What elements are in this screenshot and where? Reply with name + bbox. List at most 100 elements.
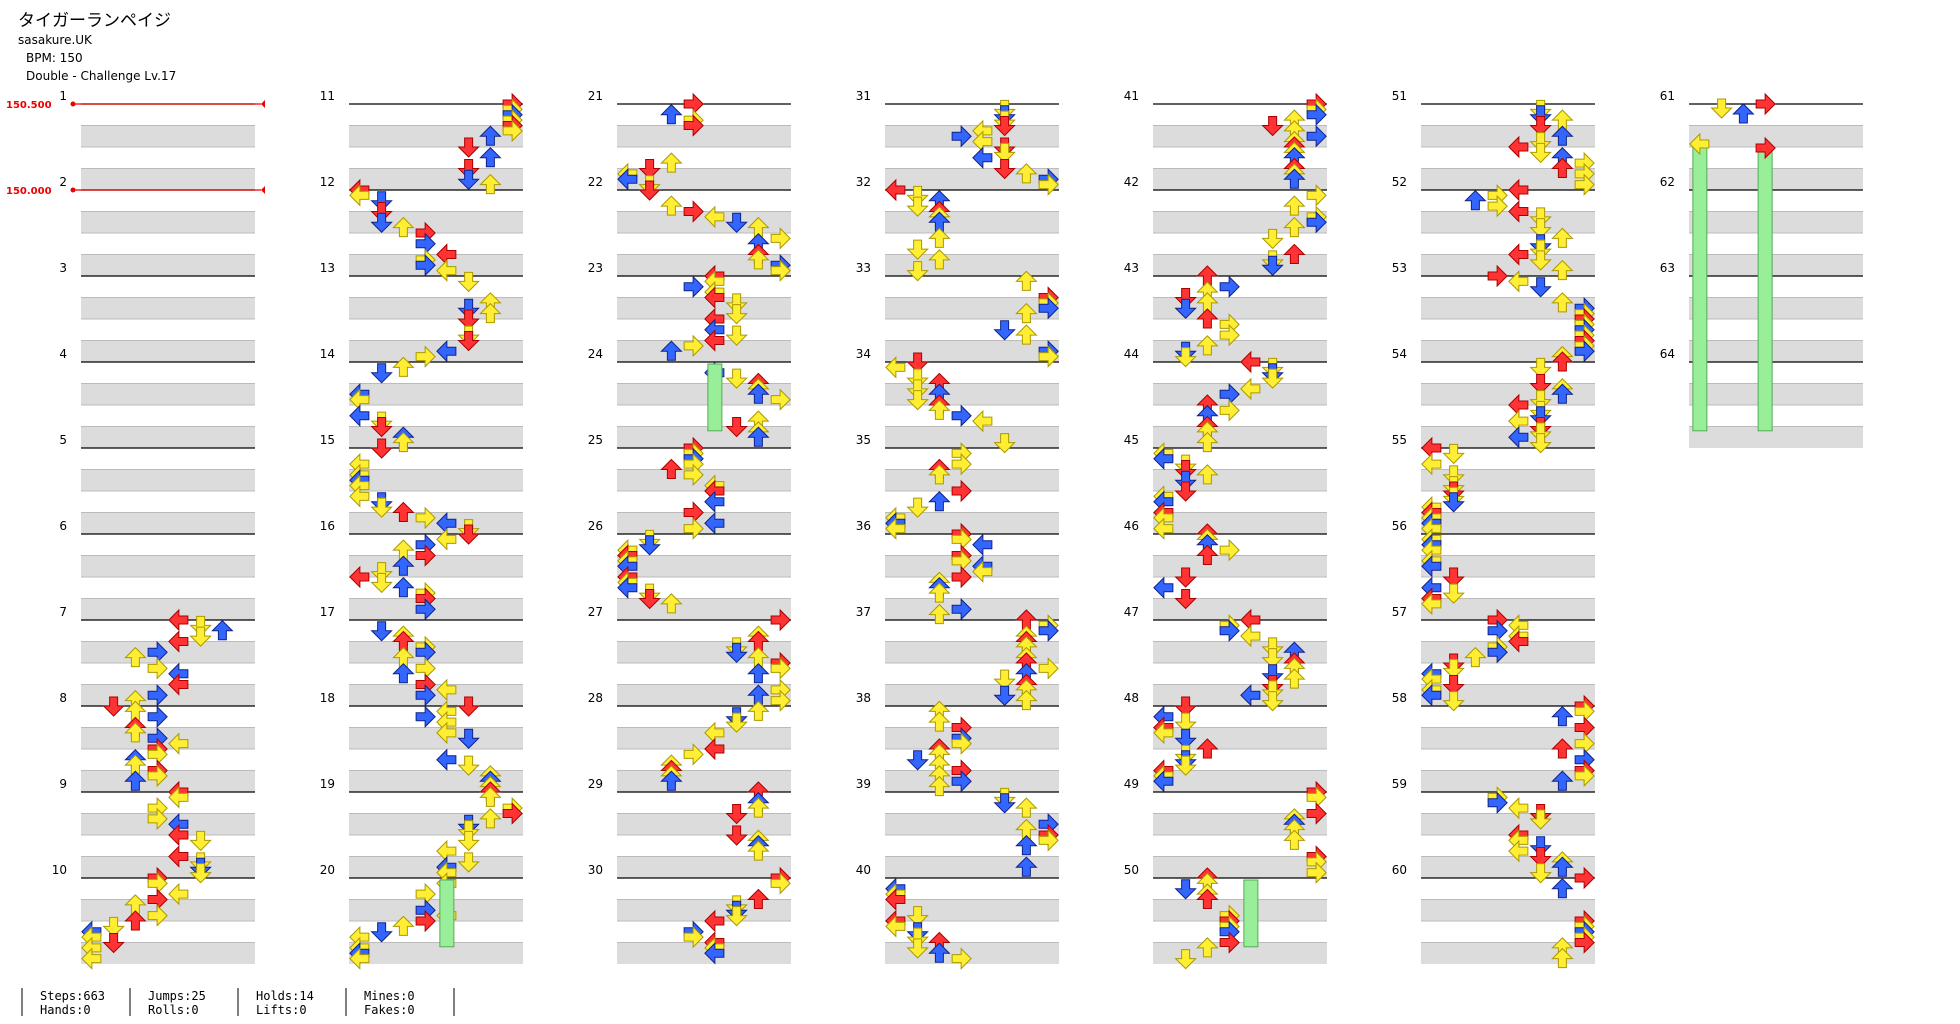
arrow	[1196, 308, 1219, 329]
arrow-shape	[993, 433, 1016, 454]
beat-band	[617, 426, 791, 448]
arrow	[906, 906, 929, 927]
beat-band	[1153, 340, 1327, 362]
arrow-shape	[436, 528, 457, 551]
arrow	[1529, 277, 1552, 298]
arrow	[993, 142, 1016, 164]
arrow	[392, 663, 415, 684]
arrow	[392, 555, 415, 576]
arrow	[747, 888, 770, 909]
arrow-shape	[1015, 797, 1038, 818]
beat-band	[349, 684, 523, 706]
hold	[1692, 143, 1708, 432]
arrow-shape	[1174, 298, 1197, 319]
arrow	[349, 184, 370, 207]
arrow-shape	[906, 750, 929, 771]
measure-number: 1	[59, 89, 67, 103]
arrow-shape	[1240, 377, 1261, 401]
measure-number: 45	[1124, 433, 1139, 447]
arrow	[457, 169, 480, 190]
measure-number: 50	[1124, 863, 1139, 877]
arrow-shape	[1240, 684, 1261, 707]
arrow-shape	[415, 598, 436, 621]
arrow-shape	[124, 722, 147, 743]
arrow	[704, 205, 725, 229]
arrow-shape	[349, 947, 370, 970]
arrow	[1529, 239, 1552, 260]
arrow	[168, 882, 189, 906]
arrow	[1574, 866, 1595, 890]
beat-band	[1421, 211, 1595, 233]
arrow	[124, 910, 147, 931]
arrow-shape	[1015, 689, 1038, 711]
arrow-shape	[906, 379, 929, 400]
arrow	[349, 947, 370, 970]
arrow-shape	[725, 325, 748, 346]
arrow	[1174, 298, 1197, 319]
measure-number: 28	[588, 691, 603, 705]
arrow	[1421, 452, 1442, 476]
arrow-shape	[1689, 132, 1710, 156]
arrow-shape	[415, 345, 436, 368]
arrow	[1174, 879, 1197, 900]
arrow	[1529, 357, 1552, 379]
arrow-shape	[770, 689, 791, 712]
arrow	[102, 933, 125, 954]
arrow-shape	[1551, 292, 1574, 313]
beat-band	[885, 727, 1059, 749]
arrow-shape	[1038, 345, 1059, 368]
arrow	[1508, 178, 1529, 202]
arrow	[683, 925, 704, 949]
arrow-shape	[102, 916, 125, 938]
song-title: タイガーランペイジ	[18, 11, 171, 31]
arrow	[436, 528, 457, 551]
arrow	[1487, 791, 1508, 814]
arrow-shape	[770, 608, 791, 632]
arrow	[124, 722, 147, 743]
measure-number: 60	[1392, 863, 1407, 877]
arrow	[1442, 675, 1465, 696]
arrow-shape	[660, 340, 683, 361]
arrow	[457, 728, 480, 749]
arrow-shape	[1755, 136, 1776, 160]
arrow-shape	[704, 205, 725, 229]
arrow-shape	[1529, 132, 1552, 153]
measure-number: 42	[1124, 175, 1139, 189]
arrow	[1174, 460, 1197, 481]
arrow-shape	[415, 684, 436, 707]
arrow	[951, 947, 972, 970]
beat-band	[349, 340, 523, 362]
arrow-shape	[349, 404, 370, 427]
measure-number: 4	[59, 347, 67, 361]
beat-band	[81, 340, 255, 362]
arrow	[1574, 173, 1595, 196]
arrow-shape	[147, 904, 168, 927]
arrow	[660, 104, 683, 125]
arrow-shape	[1261, 228, 1284, 250]
arrow-shape	[1508, 178, 1529, 202]
arrow-shape	[1508, 630, 1529, 653]
arrow	[147, 684, 168, 707]
arrow	[457, 524, 480, 545]
arrow	[951, 770, 972, 793]
arrow-shape	[928, 603, 951, 625]
beat-band	[349, 727, 523, 749]
arrow-shape	[704, 490, 725, 513]
arrow-shape	[349, 565, 370, 589]
arrow	[747, 249, 770, 270]
bpm-dot	[70, 101, 76, 107]
arrow	[1551, 292, 1574, 313]
arrow-shape	[1196, 738, 1219, 759]
arrow	[189, 615, 212, 637]
arrow-shape	[704, 737, 725, 761]
arrow-shape	[1261, 648, 1284, 669]
arrow-shape	[392, 577, 415, 598]
beat-band	[1421, 297, 1595, 319]
arrow-shape	[1261, 664, 1284, 685]
arrow-shape	[1529, 239, 1552, 260]
arrow-shape	[124, 770, 147, 791]
beat-band	[885, 125, 1059, 147]
arrow	[1240, 377, 1261, 401]
measure-number: 13	[320, 261, 335, 275]
arrow-shape	[747, 249, 770, 270]
